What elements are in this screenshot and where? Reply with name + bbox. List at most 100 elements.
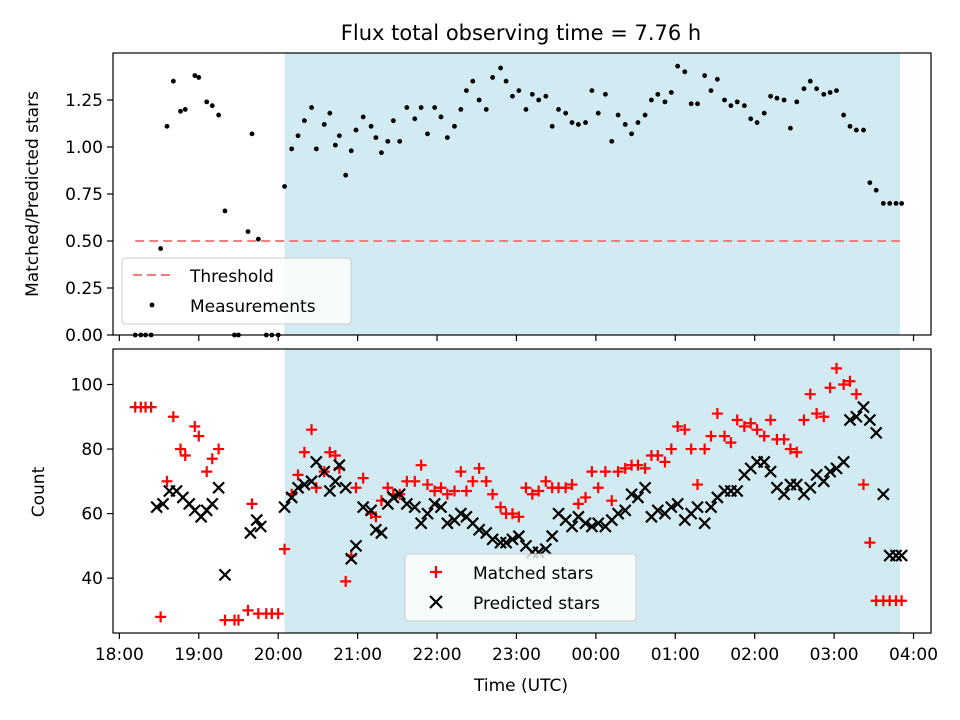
measurement-point	[880, 201, 886, 206]
matched-star-marker	[798, 414, 810, 426]
matched-star-marker	[306, 424, 318, 436]
matched-star-marker	[161, 475, 173, 487]
predicted-star-marker	[364, 504, 378, 517]
predicted-star-marker	[400, 497, 414, 511]
matched-star-marker	[179, 450, 191, 461]
measurement-point	[348, 148, 354, 154]
measurement-point	[768, 93, 773, 99]
matched-star-marker	[219, 614, 231, 626]
matched-star-marker	[189, 420, 201, 432]
measurement-point	[583, 120, 588, 125]
top-x-ticks	[118, 335, 915, 341]
matched-star-marker	[632, 459, 644, 471]
measurement-point	[853, 127, 859, 133]
matched-star-marker	[572, 498, 584, 510]
predicted-star-marker	[618, 504, 632, 517]
predicted-star-marker	[638, 481, 652, 495]
measurement-point	[216, 112, 222, 118]
measurement-point	[412, 116, 418, 122]
predicted-star-marker	[837, 455, 850, 469]
matched-star-marker	[804, 388, 816, 400]
measurement-point	[209, 103, 215, 109]
bottom-y-tick-label: 40	[81, 569, 103, 589]
measurement-point	[309, 105, 314, 110]
legend-predicted-swatch	[429, 595, 443, 609]
matched-star-marker	[441, 488, 453, 500]
x-tick-label: 18:00	[95, 645, 144, 665]
predicted-star-marker	[863, 413, 877, 427]
top-y-tick-label: 1.00	[65, 138, 103, 158]
top-y-axis: 0.00 0.25 0.50 0.75 1.00 1.25	[65, 91, 113, 346]
matched-star-marker	[467, 475, 479, 487]
predicted-star-marker	[349, 539, 363, 553]
matched-star-marker	[520, 482, 532, 494]
predicted-star-marker	[764, 465, 777, 478]
predicted-star-marker	[393, 487, 406, 501]
matched-star-marker	[778, 433, 790, 445]
measurement-point	[458, 107, 464, 112]
predicted-star-marker	[421, 507, 434, 520]
measurement-point	[682, 69, 688, 75]
measurement-point	[295, 133, 301, 139]
matched-star-marker	[699, 443, 711, 455]
matched-star-marker	[175, 443, 187, 455]
legend-matched-label: Matched stars	[473, 564, 593, 584]
legend-measurements-swatch	[149, 302, 155, 308]
matched-star-marker	[679, 424, 691, 436]
predicted-star-marker	[305, 475, 318, 488]
measurement-point	[722, 97, 727, 103]
predicted-star-marker	[298, 478, 311, 491]
predicted-star-marker	[333, 458, 346, 472]
measurement-point	[549, 123, 555, 129]
top-shaded-interval	[284, 53, 901, 335]
predicted-star-marker	[244, 526, 257, 540]
measurement-point	[563, 110, 569, 116]
predicted-star-marker	[817, 475, 831, 488]
x-tick-label: 20:00	[254, 645, 303, 665]
predicted-star-marker	[499, 536, 513, 549]
matched-star-marker	[155, 611, 167, 623]
matched-star-marker	[145, 401, 157, 413]
predicted-star-marker	[579, 516, 592, 530]
bottom-legend: Matched stars Predicted stars	[404, 553, 637, 622]
measurement-point	[444, 135, 450, 141]
predicted-star-marker	[651, 504, 665, 517]
measurement-point	[418, 105, 424, 110]
predicted-star-marker	[823, 465, 837, 478]
measurement-point	[373, 135, 379, 141]
matched-star-marker	[272, 608, 284, 620]
measurement-point	[245, 229, 251, 235]
predicted-star-marker	[323, 484, 337, 498]
matched-star-marker	[415, 459, 427, 471]
matched-star-marker	[639, 462, 651, 474]
matched-star-marker	[370, 511, 382, 523]
measurement-point	[503, 78, 509, 84]
predicted-star-marker	[339, 481, 352, 495]
legend-matched-swatch	[430, 566, 442, 578]
matched-star-marker	[850, 388, 862, 400]
top-y-tick-label: 0.75	[65, 185, 103, 205]
measurement-point	[158, 246, 164, 251]
measurement-point	[649, 97, 654, 103]
matched-star-marker	[725, 437, 737, 449]
matched-star-marker	[409, 475, 421, 487]
measurement-point	[821, 91, 827, 97]
matched-star-marker	[599, 466, 611, 478]
matched-star-marker	[340, 575, 352, 587]
predicted-star-marker	[857, 400, 870, 414]
predicted-star-marker	[317, 465, 331, 478]
matched-star-marker	[232, 614, 244, 626]
matched-star-marker	[758, 430, 770, 442]
bottom-y-axis: 40 60 80 100	[71, 376, 113, 589]
bottom-x-axis: 18:00 19:00 20:00 21:00 22:00 23:00 00:00 01:00…	[95, 633, 938, 665]
predicted-star-marker	[150, 500, 163, 514]
measurement-point	[801, 86, 807, 92]
matched-star-marker	[685, 443, 697, 455]
x-tick-label: 19:00	[174, 645, 223, 665]
predicted-star-marker	[565, 520, 579, 533]
measurement-point	[529, 91, 535, 97]
measurement-point	[222, 208, 228, 214]
predicted-star-marker	[591, 516, 605, 530]
predicted-star-marker	[843, 413, 857, 427]
top-legend: Threshold Measurements	[121, 257, 352, 325]
